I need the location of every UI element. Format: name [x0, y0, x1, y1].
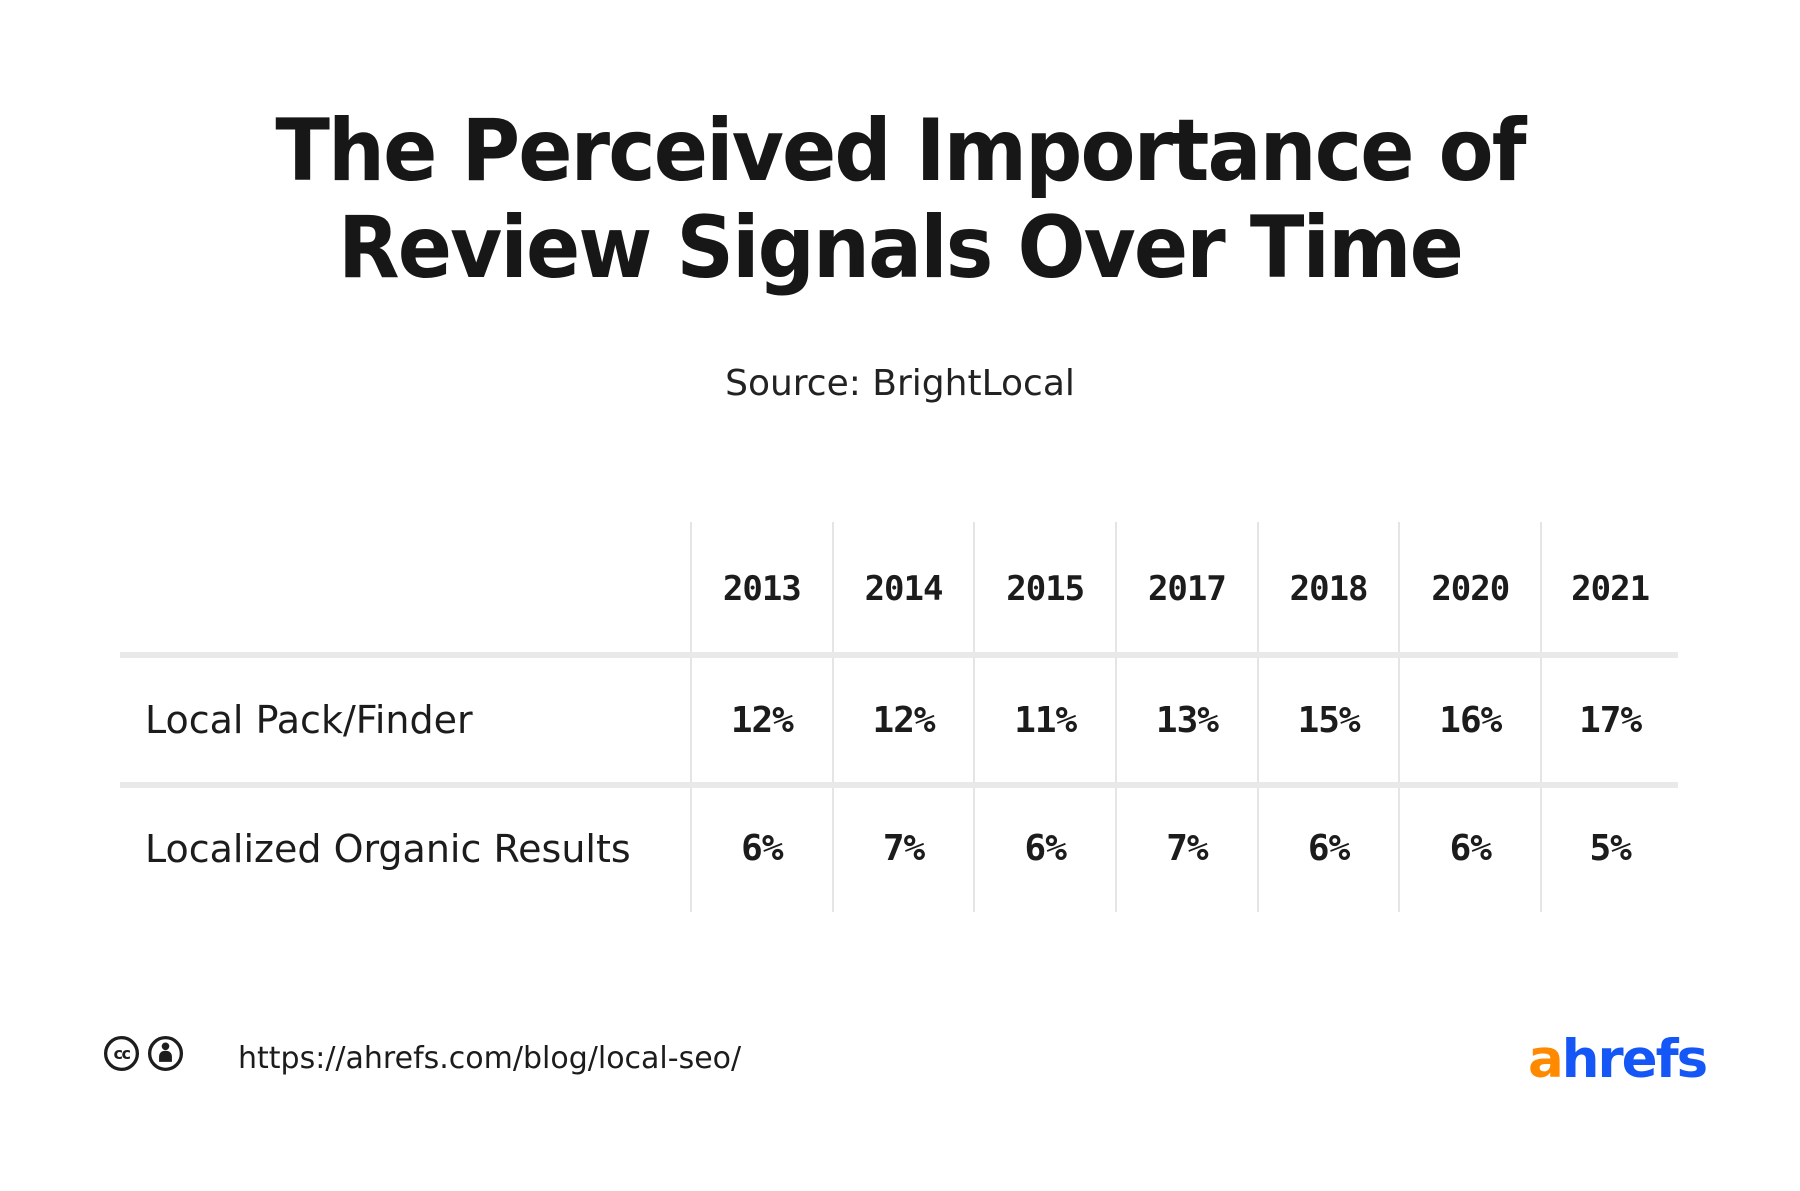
value-local-pack-2014: 12% [831, 655, 974, 785]
chart-title-line1: The Perceived Importance of [275, 101, 1526, 201]
value-organic-2020: 6% [1398, 785, 1540, 912]
ahrefs-logo-hrefs: hrefs [1561, 1029, 1708, 1090]
value-organic-2017: 7% [1115, 785, 1257, 912]
chart-title: The Perceived Importance of Review Signa… [63, 103, 1737, 297]
year-header-2018: 2018 [1256, 522, 1399, 655]
year-header-2015: 2015 [973, 522, 1115, 655]
attribution-icon [147, 1035, 184, 1072]
value-organic-2014: 7% [831, 785, 974, 912]
data-table: 2013 2014 2015 2017 2018 2020 2021 Local… [120, 522, 1678, 912]
chart-title-line2: Review Signals Over Time [338, 198, 1464, 298]
svg-text:cc: cc [113, 1044, 130, 1063]
value-organic-2015: 6% [973, 785, 1115, 912]
value-local-pack-2018: 15% [1256, 655, 1399, 785]
table-rule-header [120, 652, 1678, 658]
value-local-pack-2015: 11% [973, 655, 1115, 785]
year-header-2013: 2013 [690, 522, 832, 655]
year-header-2017: 2017 [1115, 522, 1257, 655]
value-local-pack-2020: 16% [1398, 655, 1540, 785]
source-label: Source: BrightLocal [725, 363, 1075, 404]
row-label-local-pack-finder: Local Pack/Finder [145, 698, 473, 742]
ahrefs-logo-a: a [1528, 1029, 1564, 1090]
year-header-2014: 2014 [831, 522, 974, 655]
value-organic-2018: 6% [1256, 785, 1399, 912]
year-header-2020: 2020 [1398, 522, 1540, 655]
cc-icon: cc [103, 1035, 140, 1072]
table-grid: 2013 2014 2015 2017 2018 2020 2021 Local… [120, 522, 1678, 912]
ahrefs-logo: ahrefs [1528, 1029, 1708, 1090]
table-corner-cell [120, 522, 690, 655]
row-label-localized-organic-results: Localized Organic Results [145, 826, 631, 871]
value-organic-2021: 5% [1540, 785, 1678, 912]
year-header-2021: 2021 [1540, 522, 1678, 655]
value-local-pack-2021: 17% [1540, 655, 1678, 785]
value-local-pack-2017: 13% [1115, 655, 1257, 785]
table-rule-row [120, 782, 1678, 788]
value-organic-2013: 6% [690, 785, 832, 912]
source-url: https://ahrefs.com/blog/local-seo/ [238, 1041, 742, 1076]
value-local-pack-2013: 12% [690, 655, 832, 785]
